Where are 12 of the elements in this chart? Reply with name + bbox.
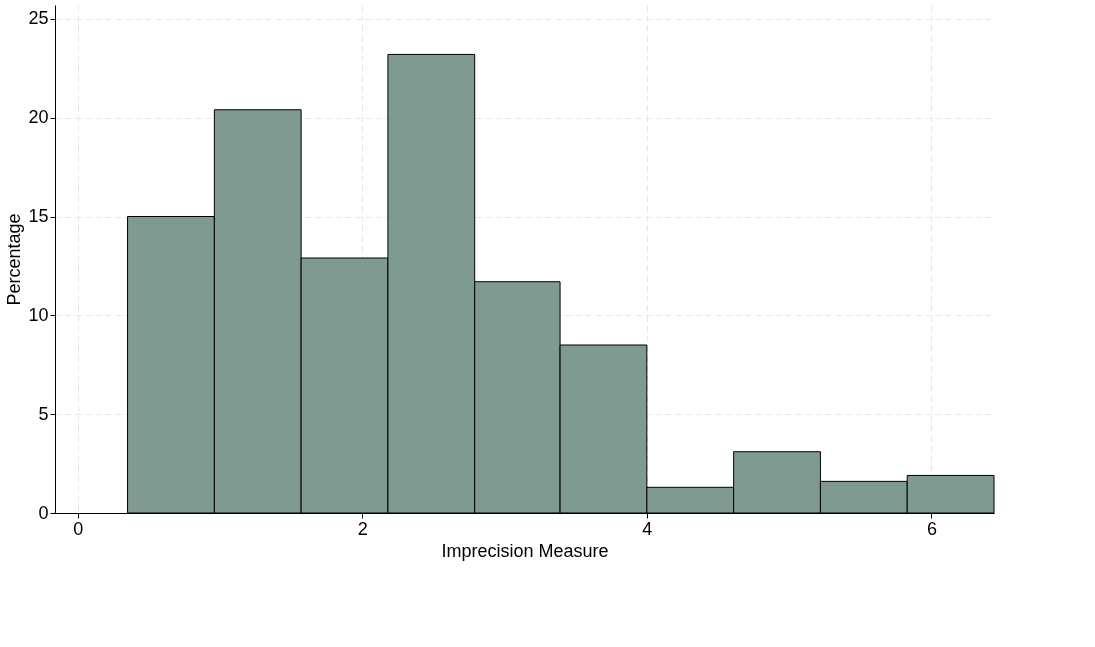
y-tick-label: 0	[38, 502, 49, 523]
x-axis-title: Imprecision Measure	[441, 540, 609, 561]
x-tick-label: 4	[642, 518, 653, 539]
x-tick-label: 0	[73, 518, 84, 539]
y-tick-label: 5	[38, 403, 49, 424]
y-tick-label: 10	[28, 304, 49, 325]
x-tick-label: 2	[357, 518, 368, 539]
y-tick-label: 25	[28, 8, 49, 29]
y-tick-label: 15	[28, 206, 49, 226]
y-tick-label: 20	[28, 107, 49, 128]
y-axis-title: Percentage	[4, 213, 25, 306]
x-tick-label: 6	[926, 518, 937, 539]
